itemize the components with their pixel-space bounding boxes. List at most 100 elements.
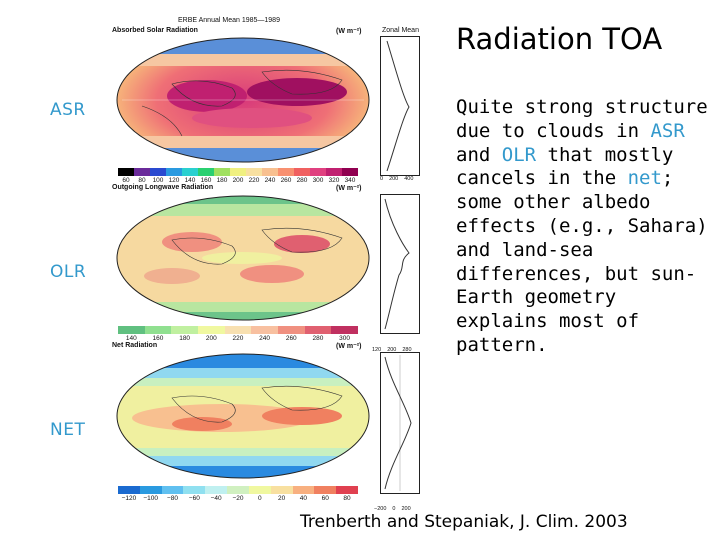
colorbar-tick-label: 200 xyxy=(232,177,244,184)
asr-zonal-plot xyxy=(380,36,420,176)
net-panel: Net Radiation (W m⁻²) −12 xyxy=(112,342,442,512)
colorbar-tick-label: 140 xyxy=(184,177,196,184)
colorbar-tick-label: 60 xyxy=(122,177,130,184)
colorbar-tick-label: 260 xyxy=(285,335,297,342)
colorbar-segment xyxy=(166,168,182,176)
net-zonal-ticks: −200 0 200 xyxy=(374,506,411,512)
colorbar-segment xyxy=(270,486,293,494)
colorbar-tick-label: 140 xyxy=(125,335,137,342)
colorbar-tick-label: 20 xyxy=(277,495,286,502)
colorbar-segment xyxy=(161,486,184,494)
colorbar-segment xyxy=(277,326,305,334)
colorbar-segment xyxy=(182,168,198,176)
zonal-tick-label: 0 xyxy=(392,506,396,512)
colorbar-tick-label: 40 xyxy=(299,495,308,502)
colorbar-tick-label: 0 xyxy=(257,495,262,502)
net-map xyxy=(116,353,370,479)
colorbar-tick-label: 240 xyxy=(264,177,276,184)
colorbar-segment xyxy=(278,168,294,176)
colorbar-tick-label: 200 xyxy=(205,335,217,342)
colorbar-segment xyxy=(118,486,140,494)
colorbar-segment xyxy=(183,486,206,494)
olr-units: (W m⁻²) xyxy=(336,185,362,192)
colorbar-segment xyxy=(197,326,225,334)
colorbar-tick-label: 120 xyxy=(168,177,180,184)
net-panel-title: Net Radiation xyxy=(112,342,158,349)
colorbar-segment xyxy=(342,168,358,176)
body-text: Quite strong structure due to clouds in … xyxy=(456,96,718,358)
colorbar-tick-label: 60 xyxy=(321,495,329,502)
colorbar-segment xyxy=(262,168,278,176)
colorbar-segment xyxy=(292,486,315,494)
asr-map xyxy=(116,37,370,163)
colorbar-tick-label: 300 xyxy=(339,335,350,342)
body-text-segment: that mostly cancels in the xyxy=(456,143,674,190)
zonal-tick-label: 200 xyxy=(387,347,397,353)
colorbar-tick-label: 260 xyxy=(280,177,292,184)
net-colorbar-ticks: −120 −100 −80 −60 −40 −20 0 20 40 60 80 xyxy=(118,495,358,502)
colorbar-segment xyxy=(294,168,310,176)
row-label-olr: OLR xyxy=(50,262,87,282)
colorbar-tick-label: 280 xyxy=(296,177,308,184)
colorbar-tick-label: 340 xyxy=(344,177,356,184)
colorbar-tick-label: −60 xyxy=(188,495,200,502)
colorbar-segment xyxy=(336,486,358,494)
zonal-tick-label: 0 xyxy=(380,176,384,182)
colorbar-tick-label: −120 xyxy=(121,495,137,502)
colorbar-tick-label: −100 xyxy=(143,495,159,502)
colorbar-tick-label: −20 xyxy=(232,495,244,502)
colorbar-tick-label: 320 xyxy=(328,177,340,184)
asr-panel-title: Absorbed Solar Radiation xyxy=(112,27,198,34)
colorbar-segment xyxy=(139,486,162,494)
colorbar-tick-label: 80 xyxy=(138,177,146,184)
net-units: (W m⁻²) xyxy=(336,343,362,350)
colorbar-tick-label: 240 xyxy=(259,335,271,342)
colorbar-segment xyxy=(326,168,342,176)
olr-colorbar xyxy=(118,326,358,334)
colorbar-segment xyxy=(248,486,271,494)
slide-title: Radiation TOA xyxy=(456,22,663,56)
row-label-net: NET xyxy=(50,420,86,440)
highlighted-term: ASR xyxy=(650,119,685,142)
colorbar-tick-label: 160 xyxy=(200,177,212,184)
olr-panel-title: Outgoing Longwave Radiation xyxy=(112,184,214,191)
colorbar-segment xyxy=(251,326,278,334)
colorbar-segment xyxy=(198,168,214,176)
figure-header: ERBE Annual Mean 1985—1989 xyxy=(178,17,280,24)
net-colorbar xyxy=(118,486,358,494)
colorbar-segment xyxy=(314,486,337,494)
colorbar-segment xyxy=(331,326,358,334)
olr-zonal-ticks: 120 200 280 xyxy=(372,347,412,353)
citation: Trenberth and Stepaniak, J. Clim. 2003 xyxy=(300,512,628,532)
colorbar-segment xyxy=(205,486,228,494)
zonal-tick-label: 200 xyxy=(401,506,411,512)
colorbar-segment xyxy=(227,486,249,494)
colorbar-segment xyxy=(134,168,150,176)
zonal-tick-label: 200 xyxy=(389,176,399,182)
colorbar-tick-label: 180 xyxy=(179,335,191,342)
colorbar-tick-label: 220 xyxy=(248,177,260,184)
olr-colorbar-ticks: 140 160 180 200 220 240 260 280 300 xyxy=(118,335,358,342)
colorbar-tick-label: −40 xyxy=(210,495,222,502)
colorbar-segment xyxy=(224,326,252,334)
colorbar-segment xyxy=(310,168,326,176)
zonal-tick-label: 400 xyxy=(404,176,414,182)
colorbar-tick-label: 180 xyxy=(216,177,228,184)
asr-units: (W m⁻²) xyxy=(336,28,362,35)
colorbar-tick-label: −80 xyxy=(167,495,179,502)
colorbar-tick-label: 300 xyxy=(312,177,324,184)
olr-panel: Outgoing Longwave Radiation (W m⁻²) xyxy=(112,184,442,353)
zonal-tick-label: −200 xyxy=(374,506,387,512)
asr-colorbar xyxy=(118,168,358,176)
zonal-tick-label: 120 xyxy=(372,347,382,353)
colorbar-segment xyxy=(304,326,332,334)
colorbar-segment xyxy=(246,168,262,176)
zonal-mean-header: Zonal Mean xyxy=(382,27,419,34)
erbe-figure: ERBE Annual Mean 1985—1989 Absorbed Sola… xyxy=(112,16,442,512)
body-text-segment: ; some other albedo effects (e.g., Sahar… xyxy=(456,167,708,356)
highlighted-term: net xyxy=(627,167,662,190)
colorbar-segment xyxy=(118,168,134,176)
asr-colorbar-ticks: 60 80 100 120 140 160 180 200 220 240 260 280 300 320… xyxy=(118,177,358,184)
colorbar-segment xyxy=(171,326,198,334)
colorbar-tick-label: 280 xyxy=(312,335,324,342)
